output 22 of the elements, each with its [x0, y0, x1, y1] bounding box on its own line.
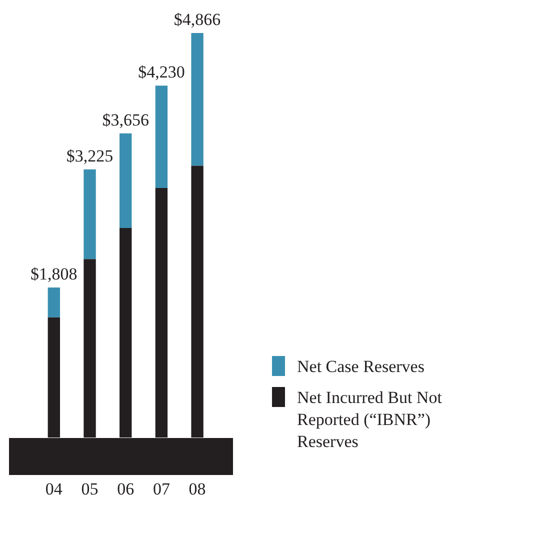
legend-label: Net Incurred But Not Reported (“IBNR”) Reserves [297, 387, 443, 453]
x-tick-label: 04 [45, 479, 63, 498]
annotation: $4,230 [138, 62, 185, 82]
bar [84, 169, 96, 260]
bar [120, 133, 132, 228]
x-tick-label: 05 [81, 479, 98, 498]
bar [155, 86, 168, 188]
bar [48, 317, 60, 438]
x-tick-label: 06 [117, 479, 134, 498]
legend-label: Net Case Reserves [297, 356, 424, 378]
bar [155, 188, 168, 438]
annotation: $4,866 [174, 10, 221, 29]
annotation: $1,808 [30, 264, 78, 284]
bar [48, 287, 60, 318]
bar [191, 166, 204, 438]
annotation: $3,656 [102, 110, 149, 130]
x-tick-label: 08 [188, 479, 206, 498]
bar [120, 228, 132, 438]
annotation: $3,225 [66, 146, 114, 166]
bar [84, 259, 96, 438]
x-tick-label: 07 [152, 479, 170, 498]
bar [191, 33, 204, 166]
